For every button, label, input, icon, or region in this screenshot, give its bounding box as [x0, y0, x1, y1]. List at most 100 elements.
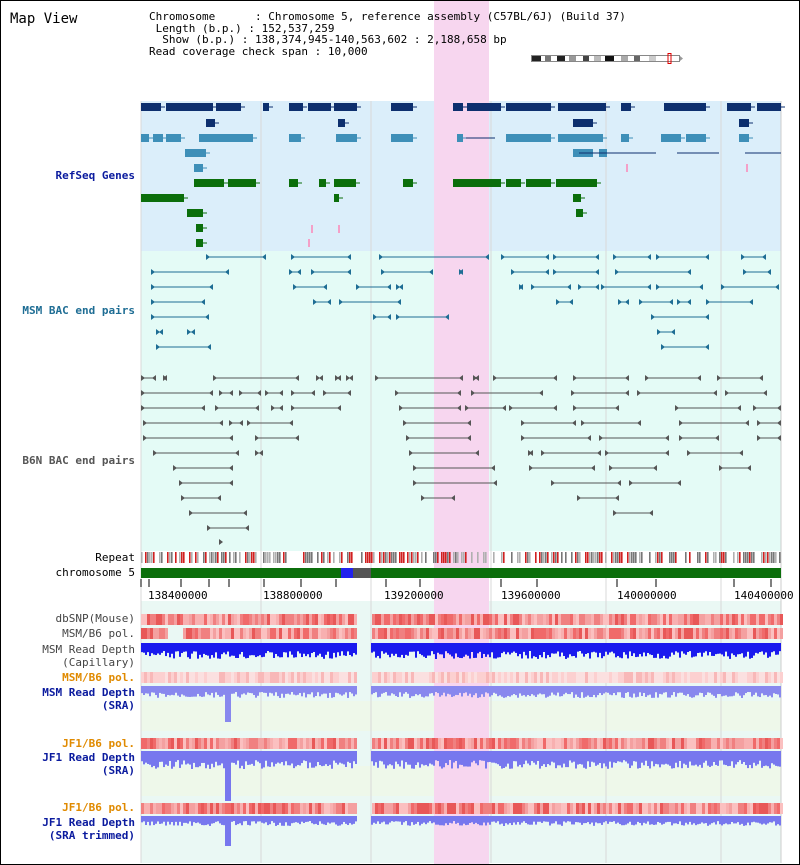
repeat-mark: [197, 552, 199, 563]
repeat-mark: [707, 552, 709, 563]
heat-cell: [219, 628, 222, 639]
depth-bar: [351, 643, 353, 657]
depth-bar: [387, 643, 389, 655]
heat-cell: [504, 614, 507, 625]
heat-cell: [588, 614, 591, 625]
heat-cell: [216, 672, 219, 683]
bac-end: [375, 375, 379, 381]
heat-cell: [591, 672, 594, 683]
heat-cell: [330, 803, 333, 814]
heat-cell: [141, 628, 144, 639]
repeat-mark: [601, 552, 603, 563]
heat-cell: [219, 672, 222, 683]
depth-bar: [585, 816, 587, 824]
depth-bar: [435, 816, 437, 825]
bac-end: [706, 299, 710, 305]
repeat-mark: [763, 552, 765, 563]
axis-tick-label: 138400000: [148, 589, 208, 602]
depth-bar: [757, 816, 759, 823]
depth-bar: [639, 816, 641, 824]
heat-cell: [276, 628, 279, 639]
heat-cell: [159, 803, 162, 814]
depth-bar: [313, 816, 315, 825]
depth-bar: [411, 816, 413, 823]
depth-bar: [715, 643, 717, 655]
depth-bar: [315, 686, 317, 697]
heat-cell: [168, 614, 171, 625]
depth-bar: [595, 686, 597, 698]
depth-bar: [527, 751, 529, 764]
depth-bar: [293, 686, 295, 695]
depth-bar: [157, 751, 159, 768]
depth-bar: [777, 686, 779, 695]
repeat-mark: [773, 552, 775, 563]
heat-cell: [213, 738, 216, 749]
heat-cell: [567, 628, 570, 639]
depth-bar: [175, 816, 177, 822]
heat-cell: [303, 614, 306, 625]
bac-end: [705, 314, 709, 320]
depth-bar: [381, 686, 383, 694]
heat-cell: [465, 628, 468, 639]
chromosome-ideogram[interactable]: [531, 53, 683, 64]
depth-bar: [667, 686, 669, 698]
depth-bar: [355, 751, 357, 764]
repeat-mark: [401, 552, 403, 563]
heat-cell: [396, 738, 399, 749]
depth-bar: [309, 751, 311, 763]
heat-cell: [627, 738, 630, 749]
heat-cell: [429, 738, 432, 749]
depth-bar: [573, 686, 575, 698]
depth-bar: [733, 816, 735, 824]
repeat-mark: [561, 552, 563, 563]
depth-bar: [159, 816, 161, 824]
depth-bar: [575, 816, 577, 823]
depth-bar: [315, 816, 317, 824]
depth-bar: [767, 686, 769, 697]
bac-end: [153, 450, 157, 456]
depth-bar: [161, 751, 163, 762]
depth-bar: [729, 643, 731, 659]
track-label-refseq[interactable]: RefSeq Genes: [55, 169, 135, 182]
depth-bar: [221, 643, 223, 655]
heat-cell: [606, 672, 609, 683]
depth-bar: [653, 643, 655, 658]
heat-cell: [462, 672, 465, 683]
depth-bar: [645, 686, 647, 697]
heat-cell: [378, 672, 381, 683]
heat-cell: [444, 738, 447, 749]
depth-bar: [667, 751, 669, 765]
depth-bar: [579, 686, 581, 698]
depth-bar: [749, 751, 751, 765]
depth-bar: [173, 643, 175, 659]
depth-bar: [699, 686, 701, 693]
heat-cell: [462, 803, 465, 814]
heat-cell: [687, 628, 690, 639]
depth-bar: [727, 751, 729, 767]
depth-bar: [497, 643, 499, 658]
heat-cell: [663, 672, 666, 683]
depth-bar: [625, 643, 627, 655]
depth-bar: [505, 686, 507, 698]
heat-cell: [198, 614, 201, 625]
depth-bar: [381, 751, 383, 762]
depth-bar: [751, 816, 753, 823]
depth-bar: [445, 686, 447, 697]
heat-cell: [258, 672, 261, 683]
depth-bar: [461, 816, 463, 826]
depth-bar: [451, 686, 453, 697]
repeat-mark: [395, 552, 397, 563]
repeat-mark: [181, 552, 183, 563]
heat-cell: [609, 628, 612, 639]
heat-cell: [513, 738, 516, 749]
bac-end: [151, 299, 155, 305]
track-label-b6n-bac[interactable]: B6N BAC end pairs: [22, 454, 135, 467]
bac-end: [152, 375, 156, 381]
heat-cell: [174, 614, 177, 625]
heat-cell: [228, 738, 231, 749]
depth-bar: [265, 751, 267, 761]
depth-bar: [631, 686, 633, 698]
repeat-mark: [631, 552, 633, 563]
track-label-msm-bac[interactable]: MSM BAC end pairs: [22, 304, 135, 317]
